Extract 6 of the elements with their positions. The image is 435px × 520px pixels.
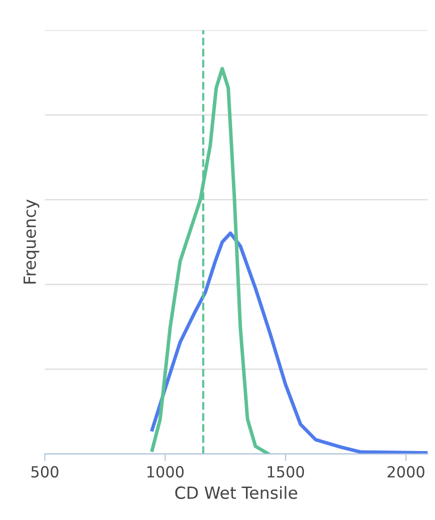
- x-tick-label: 2000: [388, 466, 424, 478]
- y-axis-title: Frequency: [24, 200, 40, 284]
- x-axis-title: CD Wet Tensile: [175, 486, 298, 500]
- x-tick-label: 1500: [268, 466, 304, 478]
- x-tick-label: 500: [31, 466, 58, 478]
- x-tick-label: 1000: [147, 466, 184, 478]
